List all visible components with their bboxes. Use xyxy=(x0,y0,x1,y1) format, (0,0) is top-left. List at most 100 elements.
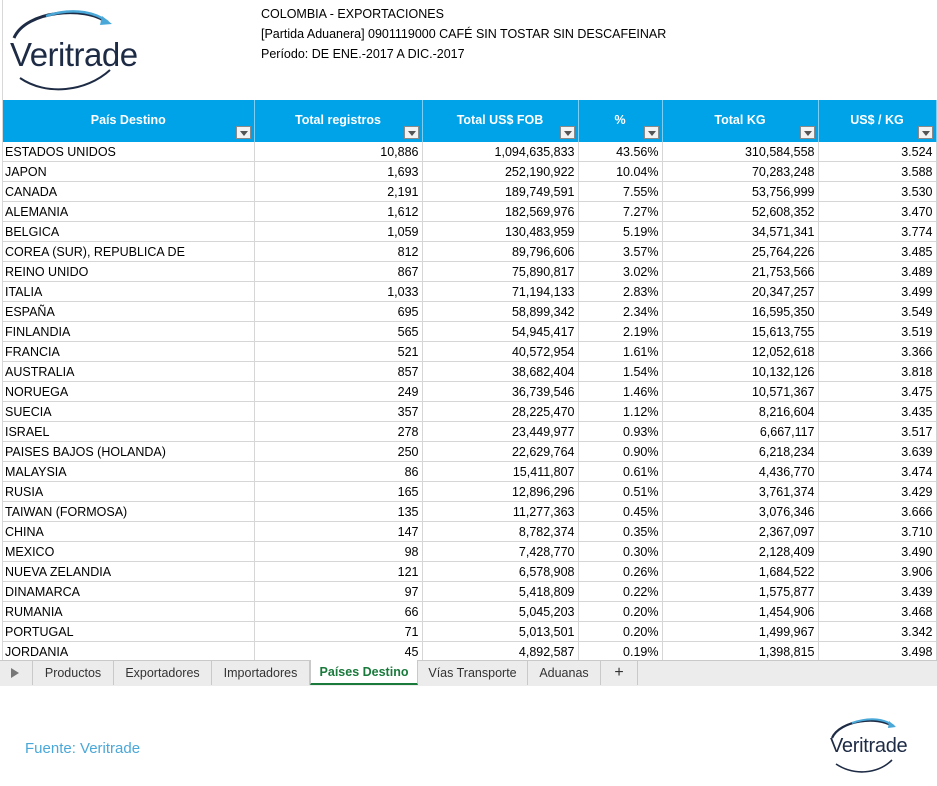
table-cell[interactable]: 10,571,367 xyxy=(662,381,819,402)
table-cell[interactable]: AUSTRALIA xyxy=(3,361,255,382)
table-cell[interactable]: 1,059 xyxy=(254,221,423,242)
table-cell[interactable]: 6,578,908 xyxy=(422,561,579,582)
table-cell[interactable]: ITALIA xyxy=(3,281,255,302)
table-cell[interactable]: 2,128,409 xyxy=(662,541,819,562)
table-cell[interactable]: NORUEGA xyxy=(3,381,255,402)
table-cell[interactable]: 1,398,815 xyxy=(662,641,819,662)
table-cell[interactable]: 1,693 xyxy=(254,161,423,182)
table-cell[interactable]: 3.366 xyxy=(818,341,937,362)
table-cell[interactable]: 7.55% xyxy=(578,181,663,202)
filter-dropdown-icon[interactable] xyxy=(643,126,659,139)
table-cell[interactable]: FRANCIA xyxy=(3,341,255,362)
table-cell[interactable]: 12,896,296 xyxy=(422,481,579,502)
table-cell[interactable]: 7.27% xyxy=(578,201,663,222)
table-cell[interactable]: 3.439 xyxy=(818,581,937,602)
table-cell[interactable]: 182,569,976 xyxy=(422,201,579,222)
column-header-fob[interactable]: Total US$ FOB xyxy=(422,100,579,142)
table-cell[interactable]: RUSIA xyxy=(3,481,255,502)
table-cell[interactable]: CANADA xyxy=(3,181,255,202)
table-cell[interactable]: PORTUGAL xyxy=(3,621,255,642)
table-cell[interactable]: 2.83% xyxy=(578,281,663,302)
table-cell[interactable]: 3.57% xyxy=(578,241,663,262)
table-cell[interactable]: 0.30% xyxy=(578,541,663,562)
table-cell[interactable]: 5,045,203 xyxy=(422,601,579,622)
table-cell[interactable]: 147 xyxy=(254,521,423,542)
table-cell[interactable]: 278 xyxy=(254,421,423,442)
table-cell[interactable]: 0.20% xyxy=(578,601,663,622)
table-cell[interactable]: MALAYSIA xyxy=(3,461,255,482)
table-cell[interactable]: 40,572,954 xyxy=(422,341,579,362)
table-cell[interactable]: 3.774 xyxy=(818,221,937,242)
table-cell[interactable]: 4,436,770 xyxy=(662,461,819,482)
table-cell[interactable]: 3.474 xyxy=(818,461,937,482)
table-cell[interactable]: 2,367,097 xyxy=(662,521,819,542)
table-cell[interactable]: 165 xyxy=(254,481,423,502)
table-cell[interactable]: 3.02% xyxy=(578,261,663,282)
tab-vias-transporte[interactable]: Vías Transporte xyxy=(418,661,528,685)
table-cell[interactable]: 5,013,501 xyxy=(422,621,579,642)
table-cell[interactable]: 2.19% xyxy=(578,321,663,342)
table-cell[interactable]: 54,945,417 xyxy=(422,321,579,342)
table-cell[interactable]: 10.04% xyxy=(578,161,663,182)
table-cell[interactable]: 3.485 xyxy=(818,241,937,262)
table-cell[interactable]: TAIWAN (FORMOSA) xyxy=(3,501,255,522)
table-cell[interactable]: 1,575,877 xyxy=(662,581,819,602)
table-cell[interactable]: 3.468 xyxy=(818,601,937,622)
column-header-percent[interactable]: % xyxy=(578,100,663,142)
table-cell[interactable]: 28,225,470 xyxy=(422,401,579,422)
table-cell[interactable]: CHINA xyxy=(3,521,255,542)
table-cell[interactable]: 8,782,374 xyxy=(422,521,579,542)
table-cell[interactable]: ESTADOS UNIDOS xyxy=(3,142,255,162)
table-cell[interactable]: 121 xyxy=(254,561,423,582)
table-cell[interactable]: BELGICA xyxy=(3,221,255,242)
table-cell[interactable]: 0.45% xyxy=(578,501,663,522)
table-cell[interactable]: ESPAÑA xyxy=(3,301,255,322)
table-cell[interactable]: 11,277,363 xyxy=(422,501,579,522)
table-cell[interactable]: 53,756,999 xyxy=(662,181,819,202)
tab-exportadores[interactable]: Exportadores xyxy=(114,661,212,685)
table-cell[interactable]: 0.93% xyxy=(578,421,663,442)
table-cell[interactable]: 4,892,587 xyxy=(422,641,579,662)
table-cell[interactable]: 1.12% xyxy=(578,401,663,422)
table-cell[interactable]: 3.519 xyxy=(818,321,937,342)
table-cell[interactable]: 3.710 xyxy=(818,521,937,542)
filter-dropdown-icon[interactable] xyxy=(799,126,815,139)
table-cell[interactable]: 21,753,566 xyxy=(662,261,819,282)
table-cell[interactable]: 10,132,126 xyxy=(662,361,819,382)
table-cell[interactable]: 75,890,817 xyxy=(422,261,579,282)
table-cell[interactable]: 1,499,967 xyxy=(662,621,819,642)
table-cell[interactable]: 1.54% xyxy=(578,361,663,382)
table-cell[interactable]: 15,411,807 xyxy=(422,461,579,482)
table-cell[interactable]: 66 xyxy=(254,601,423,622)
table-cell[interactable]: 310,584,558 xyxy=(662,142,819,162)
table-cell[interactable]: 0.20% xyxy=(578,621,663,642)
table-cell[interactable]: 3.530 xyxy=(818,181,937,202)
table-cell[interactable]: 3.549 xyxy=(818,301,937,322)
table-cell[interactable]: RUMANIA xyxy=(3,601,255,622)
filter-dropdown-icon[interactable] xyxy=(559,126,575,139)
table-cell[interactable]: FINLANDIA xyxy=(3,321,255,342)
table-cell[interactable]: 71,194,133 xyxy=(422,281,579,302)
table-cell[interactable]: 3.435 xyxy=(818,401,937,422)
table-cell[interactable]: 6,667,117 xyxy=(662,421,819,442)
column-header-kg[interactable]: Total KG xyxy=(662,100,819,142)
table-cell[interactable]: 45 xyxy=(254,641,423,662)
table-cell[interactable]: 3.489 xyxy=(818,261,937,282)
table-cell[interactable]: 1.46% xyxy=(578,381,663,402)
column-header-usd-kg[interactable]: US$ / KG xyxy=(818,100,937,142)
table-cell[interactable]: 0.61% xyxy=(578,461,663,482)
table-cell[interactable]: 3.490 xyxy=(818,541,937,562)
table-cell[interactable]: 0.35% xyxy=(578,521,663,542)
table-cell[interactable]: 2,191 xyxy=(254,181,423,202)
table-cell[interactable]: 189,749,591 xyxy=(422,181,579,202)
table-cell[interactable]: 695 xyxy=(254,301,423,322)
table-cell[interactable]: 867 xyxy=(254,261,423,282)
table-cell[interactable]: 3.524 xyxy=(818,142,937,162)
table-cell[interactable]: 1,684,522 xyxy=(662,561,819,582)
table-cell[interactable]: 98 xyxy=(254,541,423,562)
table-cell[interactable]: 3,076,346 xyxy=(662,501,819,522)
table-cell[interactable]: COREA (SUR), REPUBLICA DE xyxy=(3,241,255,262)
filter-dropdown-icon[interactable] xyxy=(403,126,419,139)
table-cell[interactable]: 5,418,809 xyxy=(422,581,579,602)
table-cell[interactable]: 565 xyxy=(254,321,423,342)
